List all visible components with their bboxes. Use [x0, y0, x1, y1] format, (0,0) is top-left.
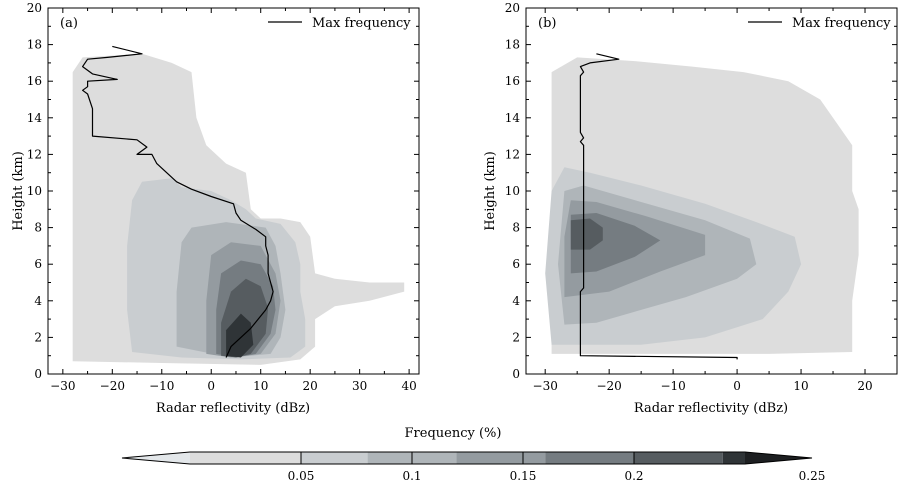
panel-a-max-frequency-line: [81, 45, 274, 358]
colorbar-segment: [190, 452, 301, 464]
panel-a-xtick-label: 30: [352, 379, 367, 393]
panel-b-xtick-label: 0: [733, 379, 741, 393]
panel-a-density-level-6: [226, 313, 254, 358]
panel-b-xtick-label: −30: [533, 379, 558, 393]
panel-a-ylabel: Height (km): [11, 151, 26, 231]
panel-a-xtick-label: 40: [401, 379, 416, 393]
panel-b-ticks: −30 −20 −10 0 10 20 0 2 4 6 8 10 12 14 16 18 20: [505, 1, 898, 393]
colorbar-segment: [456, 452, 546, 464]
panel-a-max-frequency-polyline: [81, 45, 274, 358]
panel-b-ytick-label: 16: [505, 74, 520, 88]
panel-a-ticks: −30 −20 −10 0 10 20 30 40 0 2 4 6 8 10 12 14 16 18 20: [27, 1, 419, 393]
colorbar-tick-label: 0.1: [402, 469, 421, 483]
panel-a-ytick-label: 16: [27, 74, 42, 88]
colorbar-segment: [301, 452, 368, 464]
colorbar-outline: [121, 451, 813, 465]
panel-a-ytick-label: 12: [27, 147, 42, 161]
colorbar-tick-label: 0.05: [288, 469, 315, 483]
panel-a-xlabel: Radar reflectivity (dBz): [156, 401, 310, 416]
panel-b-xtick-label: −20: [596, 379, 621, 393]
panel-b-ytick-label: 20: [505, 1, 520, 15]
panel-b-ytick-label: 8: [512, 221, 520, 235]
panel-b-ytick-label: 2: [512, 330, 520, 344]
colorbar-body: [121, 451, 813, 465]
colorbar-tick-label: 0.25: [799, 469, 826, 483]
panel-a-ytick-label: 10: [27, 184, 42, 198]
colorbar-tick-label: 0.2: [624, 469, 643, 483]
panel-b-ytick-label: 4: [512, 294, 520, 308]
panel-a-xtick-label: −20: [100, 379, 125, 393]
panel-a-ytick-label: 2: [34, 330, 42, 344]
panel-a-xtick-label: −30: [50, 379, 75, 393]
panel-b-xlabel: Radar reflectivity (dBz): [634, 401, 788, 416]
panel-a-ytick-label: 20: [27, 1, 42, 15]
colorbar-tick-label: 0.15: [510, 469, 537, 483]
panel-b-max-frequency-polyline: [579, 53, 738, 360]
panel-a-ytick-label: 14: [27, 111, 43, 125]
panel-b-density-level-5: [570, 218, 603, 250]
panel-a-legend-label: Max frequency: [312, 16, 411, 31]
panel-b-max-frequency-line: [579, 53, 738, 360]
panel-a-density: [72, 53, 405, 365]
panel-a-ytick-label: 4: [34, 294, 42, 308]
panel-b-label: (b): [538, 16, 556, 31]
colorbar-ticks: 0.05 0.1 0.15 0.2 0.25: [288, 452, 826, 483]
panel-b-ytick-label: 6: [512, 257, 520, 271]
panel-b-xtick-label: 10: [793, 379, 808, 393]
colorbar-high-extension: [745, 452, 812, 464]
panel-a-ytick-label: 0: [34, 367, 42, 381]
panel-b-ytick-label: 12: [505, 147, 520, 161]
panel-b-xtick-label: −10: [660, 379, 685, 393]
panel-a-ytick-label: 6: [34, 257, 42, 271]
panel-b-ytick-label: 14: [505, 111, 521, 125]
panel-b-ytick-label: 0: [512, 367, 520, 381]
colorbar-label: Frequency (%): [405, 426, 502, 441]
panel-b-legend-label: Max frequency: [792, 16, 891, 31]
colorbar-segment: [545, 452, 634, 464]
panel-b-density: [545, 57, 859, 354]
panel-b-ytick-label: 10: [505, 184, 520, 198]
colorbar-low-extension: [122, 452, 190, 464]
panel-b: −30 −20 −10 0 10 20 0 2 4 6 8 10 12 14 16 18 20 (b) Max …: [483, 1, 898, 416]
panel-a-xtick-label: 20: [303, 379, 318, 393]
panel-b-ylabel: Height (km): [483, 151, 498, 231]
panel-b-ytick-label: 18: [505, 38, 520, 52]
panel-b-xtick-label: 20: [857, 379, 872, 393]
panel-a-label: (a): [60, 16, 78, 31]
panel-a-xtick-label: 10: [253, 379, 268, 393]
colorbar-segment: [722, 452, 745, 464]
panel-a-ytick-label: 18: [27, 38, 42, 52]
panel-a-xtick-label: 0: [207, 379, 215, 393]
panel-a-xtick-label: −10: [149, 379, 174, 393]
panel-a-ytick-label: 8: [34, 221, 42, 235]
colorbar-segment: [634, 452, 723, 464]
colorbar: Frequency (%) 0.05 0.1 0.15 0.2 0.25: [121, 426, 826, 483]
